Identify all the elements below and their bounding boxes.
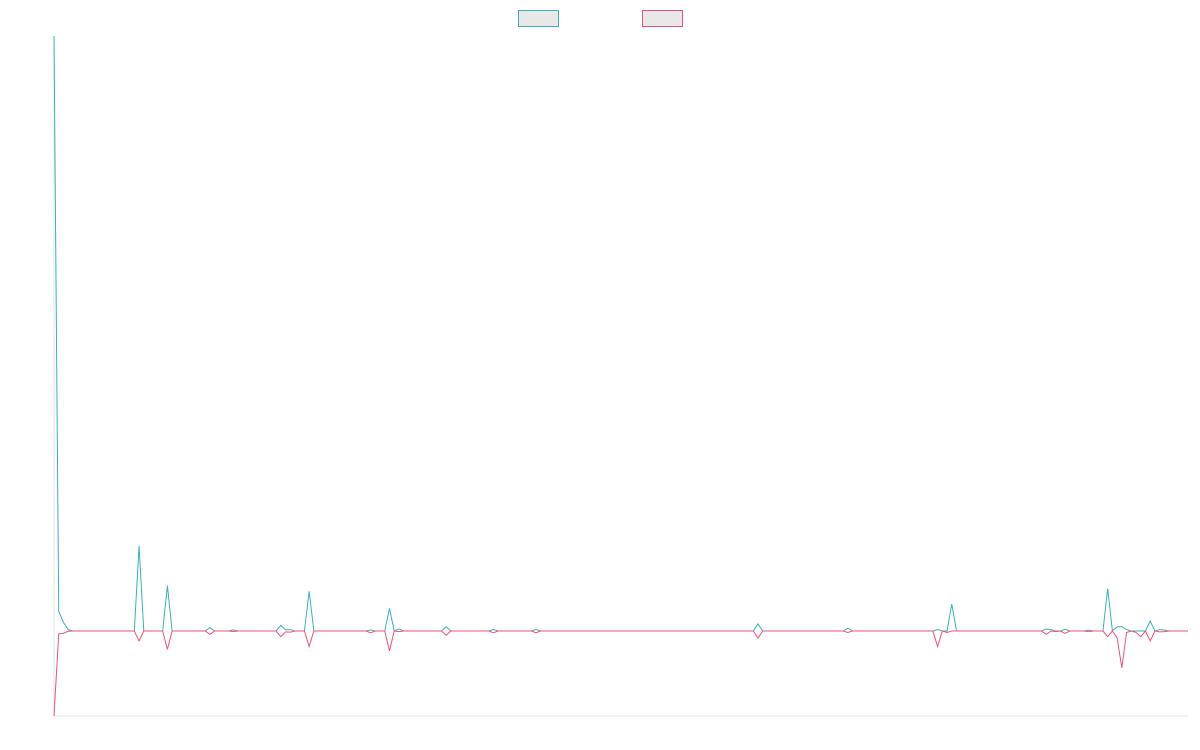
legend-swatch-1[interactable] (518, 10, 559, 27)
legend (518, 10, 683, 27)
legend-swatch-2[interactable] (642, 10, 683, 27)
axes (53, 36, 1188, 717)
series-line-2 (53, 630, 1188, 717)
series-layer (53, 35, 1188, 717)
series-line-1 (53, 35, 1188, 633)
